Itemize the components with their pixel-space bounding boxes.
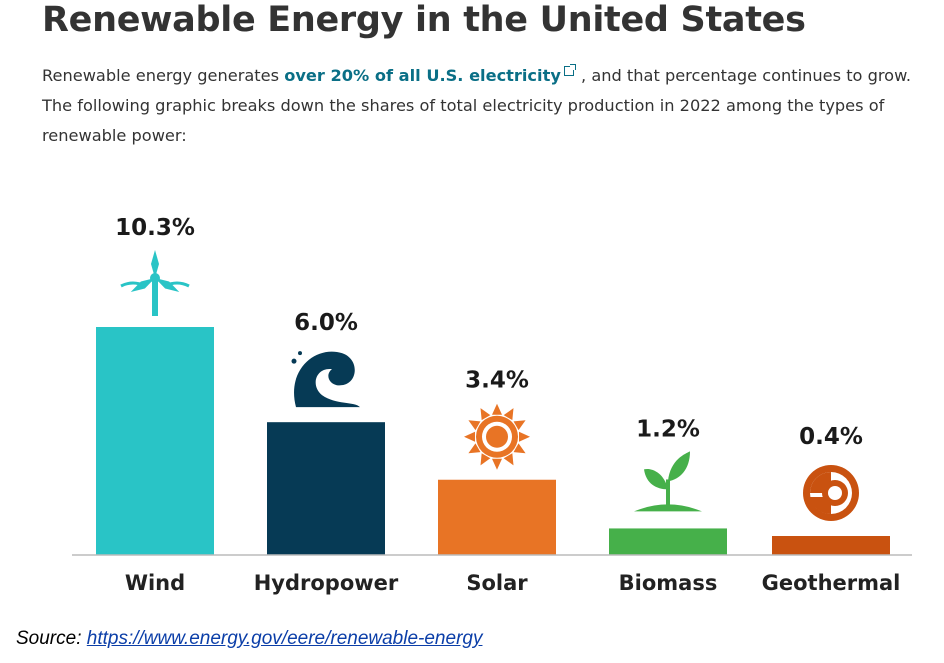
category-label-wind: Wind (125, 571, 185, 595)
intro-text-end: , and that percentage continues to grow.… (42, 66, 911, 145)
category-label-geothermal: Geothermal (762, 571, 901, 595)
value-label-hydropower: 6.0% (294, 310, 358, 336)
value-label-solar: 3.4% (465, 368, 529, 394)
water-wave-icon (291, 351, 360, 408)
bar-biomass (609, 528, 727, 555)
value-label-biomass: 1.2% (636, 416, 700, 442)
category-label-biomass: Biomass (619, 571, 718, 595)
geothermal-globe-icon (803, 465, 859, 521)
external-link-icon (563, 64, 576, 76)
category-label-solar: Solar (466, 571, 528, 595)
category-label-hydropower: Hydropower (254, 571, 399, 595)
source-link[interactable]: https://www.energy.gov/eere/renewable-en… (86, 628, 483, 649)
source-label: Source: (16, 628, 82, 649)
intro-text-start: Renewable energy generates (42, 66, 280, 85)
renewable-share-chart: 10.3% Wind 6.0% Hydropower 3.4% Solar 1.2% Biom… (72, 215, 912, 595)
bar-hydropower (267, 422, 385, 555)
value-label-geothermal: 0.4% (799, 424, 863, 450)
sun-icon (464, 403, 530, 470)
electricity-share-link[interactable]: over 20% of all U.S. electricity (284, 66, 561, 85)
value-label-wind: 10.3% (115, 215, 195, 241)
bar-wind (96, 327, 214, 555)
page-title: Renewable Energy in the United States (42, 0, 806, 40)
source-note: Source: https://www.energy.gov/eere/rene… (16, 628, 482, 650)
intro-paragraph: Renewable energy generates over 20% of a… (42, 61, 922, 151)
sprout-icon (634, 451, 702, 512)
bar-geothermal (772, 536, 890, 555)
bar-solar (438, 479, 556, 555)
wind-turbine-icon (120, 250, 190, 316)
